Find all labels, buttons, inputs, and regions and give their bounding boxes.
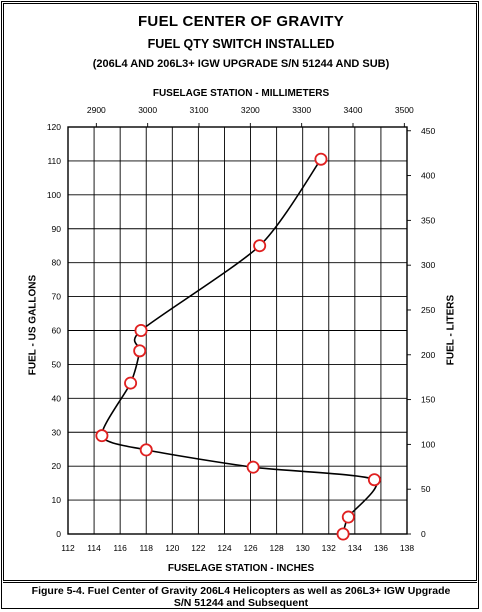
bottom-axis-title: FUSELAGE STATION - INCHES [167,563,315,574]
x-tick-label: 114 [87,543,101,553]
x-tick-label: 112 [61,543,75,553]
figure-caption-line-1: Figure 5-4. Fuel Center of Gravity 206L4… [31,585,451,597]
top-tick-label: 3000 [138,105,157,115]
data-point-marker [134,323,148,337]
right-tick-label: 400 [421,171,435,181]
data-point-marker [253,239,267,253]
y-tick-label: 110 [47,156,61,166]
data-point-marker [133,344,147,358]
right-tick-label: 300 [421,260,435,270]
x-tick-label: 128 [270,543,284,553]
data-point-marker [246,460,260,474]
right-tick-label: 450 [421,126,435,136]
x-tick-label: 116 [113,543,127,553]
y-tick-label: 60 [52,326,62,336]
x-tick-label: 124 [217,543,231,553]
x-tick-label: 122 [191,543,205,553]
right-tick-label: 200 [421,350,435,360]
top-axis-title: FUSELAGE STATION - MILLIMETERS [152,88,330,99]
top-tick-label: 3300 [292,105,311,115]
y-tick-label: 80 [52,258,62,268]
y-tick-label: 20 [52,461,62,471]
right-tick-label: 150 [421,395,435,405]
data-point-marker [139,443,153,457]
y-tick-label: 0 [56,529,61,539]
top-tick-label: 3100 [190,105,209,115]
right-tick-label: 50 [421,484,431,494]
top-tick-label: 2900 [87,105,106,115]
figure-caption-line-2: S/N 51244 and Subsequent [173,597,309,609]
x-tick-label: 118 [139,543,153,553]
caption-divider [3,582,477,583]
top-tick-label: 3400 [344,105,363,115]
y-tick-label: 10 [52,495,62,505]
data-point-marker [341,510,355,524]
top-tick-label: 3500 [395,105,414,115]
right-tick-label: 250 [421,305,435,315]
x-tick-label: 136 [374,543,388,553]
top-tick-label: 3200 [241,105,260,115]
data-point-marker [367,473,381,487]
y-tick-label: 120 [47,122,61,132]
chart-subtitle-2: (206L4 AND 206L3+ IGW UPGRADE S/N 51244 … [92,58,390,70]
data-point-marker [336,527,350,541]
right-tick-label: 100 [421,439,435,449]
chart-subtitle: FUEL QTY SWITCH INSTALLED [147,37,335,51]
chart-panel [3,3,477,581]
x-tick-label: 138 [400,543,414,553]
data-point-marker [314,152,328,166]
y-tick-label: 70 [52,292,62,302]
chart-title: FUEL CENTER OF GRAVITY [137,13,345,30]
plot-border [67,126,408,535]
y-tick-label: 100 [47,190,61,200]
data-point-marker [124,376,138,390]
y-tick-label: 40 [52,393,62,403]
y-tick-label: 30 [52,427,62,437]
x-tick-label: 134 [348,543,362,553]
y-tick-label: 90 [52,224,62,234]
data-point-marker [95,429,109,443]
right-tick-label: 0 [421,529,426,539]
x-tick-label: 120 [165,543,179,553]
figure-caption: Figure 5-4. Fuel Center of Gravity 206L4… [0,585,482,609]
x-tick-label: 130 [296,543,310,553]
x-tick-label: 126 [243,543,257,553]
x-tick-label: 132 [322,543,336,553]
y-tick-label: 50 [52,359,62,369]
right-tick-label: 350 [421,215,435,225]
